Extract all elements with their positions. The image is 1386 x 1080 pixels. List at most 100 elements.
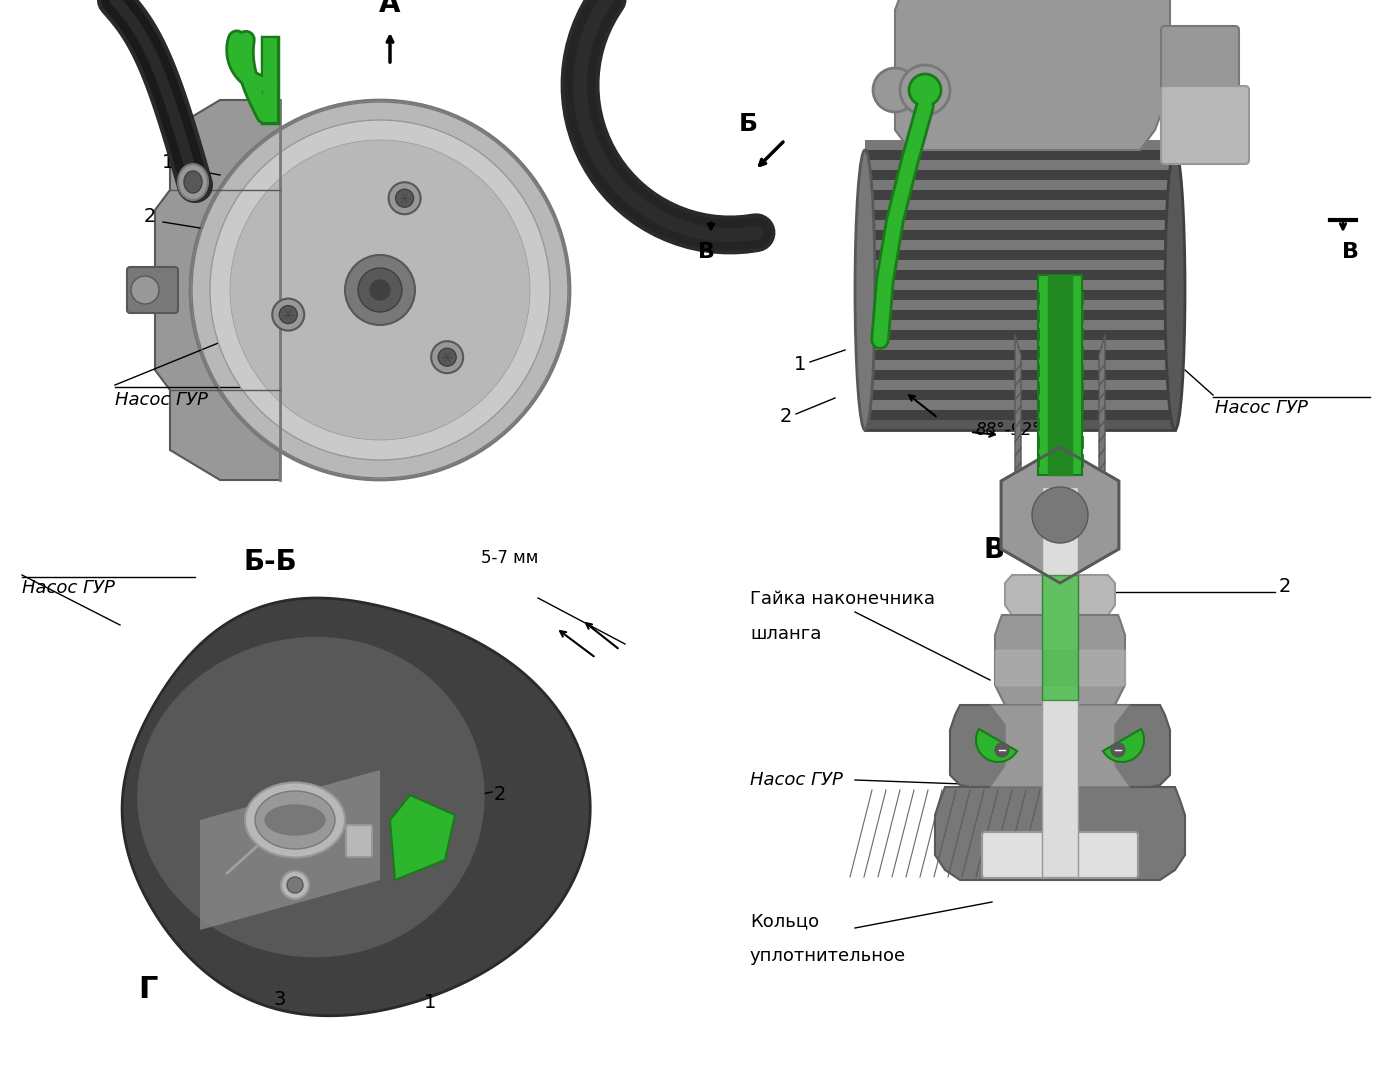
Polygon shape <box>122 598 590 1016</box>
Circle shape <box>438 348 456 366</box>
Polygon shape <box>137 637 484 957</box>
Bar <box>865 280 1175 291</box>
Bar <box>865 330 1175 340</box>
Text: 2: 2 <box>780 407 793 426</box>
Bar <box>865 249 1175 260</box>
Bar <box>1042 487 1078 877</box>
Text: 1: 1 <box>424 993 437 1012</box>
Bar <box>865 270 1175 280</box>
Polygon shape <box>389 795 455 880</box>
Wedge shape <box>976 729 1017 762</box>
Polygon shape <box>1001 447 1119 583</box>
Circle shape <box>909 75 941 106</box>
Ellipse shape <box>855 150 875 430</box>
Polygon shape <box>200 770 380 930</box>
Text: шланга: шланга <box>750 625 822 643</box>
Text: 88°-92°: 88°-92° <box>974 421 1041 438</box>
Bar <box>865 150 1175 160</box>
Text: Б-Б: Б-Б <box>243 548 297 576</box>
Circle shape <box>132 276 159 303</box>
Circle shape <box>1112 743 1125 757</box>
Polygon shape <box>949 705 1170 787</box>
Polygon shape <box>895 0 1170 150</box>
Bar <box>865 390 1175 400</box>
Circle shape <box>230 140 529 440</box>
Bar <box>865 240 1175 249</box>
Bar <box>865 400 1175 410</box>
Circle shape <box>1033 487 1088 543</box>
Circle shape <box>287 877 304 893</box>
Text: А: А <box>380 0 401 18</box>
Bar <box>1038 275 1082 475</box>
Circle shape <box>272 298 305 330</box>
Ellipse shape <box>265 805 324 835</box>
Polygon shape <box>936 787 1185 880</box>
Polygon shape <box>155 100 280 480</box>
FancyBboxPatch shape <box>1161 86 1249 164</box>
Circle shape <box>190 100 570 480</box>
Text: В: В <box>697 242 715 262</box>
FancyBboxPatch shape <box>128 267 177 313</box>
Ellipse shape <box>184 171 202 193</box>
Bar <box>865 180 1175 190</box>
Ellipse shape <box>245 783 345 858</box>
Bar <box>865 320 1175 330</box>
FancyBboxPatch shape <box>1161 26 1239 104</box>
Text: уплотнительное: уплотнительное <box>750 947 906 966</box>
Text: В-В: В-В <box>983 536 1037 564</box>
Text: 2: 2 <box>1279 577 1292 596</box>
Bar <box>865 380 1175 390</box>
Text: 2: 2 <box>493 785 506 804</box>
Circle shape <box>281 870 309 899</box>
Polygon shape <box>1005 575 1114 615</box>
Text: Насос ГУР: Насос ГУР <box>22 579 115 597</box>
Bar <box>865 370 1175 380</box>
Bar <box>865 360 1175 370</box>
Text: Насос ГУР: Насос ГУР <box>1216 399 1308 417</box>
Bar <box>865 260 1175 270</box>
Text: В: В <box>1342 242 1358 262</box>
Ellipse shape <box>255 791 335 849</box>
Text: 1: 1 <box>794 355 807 374</box>
Bar <box>865 170 1175 180</box>
Ellipse shape <box>177 164 208 200</box>
Bar <box>865 310 1175 320</box>
Bar <box>865 220 1175 230</box>
Text: 3: 3 <box>274 990 286 1009</box>
Circle shape <box>358 268 402 312</box>
Bar <box>865 300 1175 310</box>
Bar <box>1048 275 1071 475</box>
Polygon shape <box>200 770 380 930</box>
Text: Насос ГУР: Насос ГУР <box>750 771 843 789</box>
Text: Г: Г <box>139 975 158 1004</box>
Polygon shape <box>990 705 1130 787</box>
Text: 5-7 мм: 5-7 мм <box>481 549 538 567</box>
Circle shape <box>388 183 420 214</box>
Bar <box>865 410 1175 420</box>
Circle shape <box>395 189 413 207</box>
Bar <box>865 210 1175 220</box>
Polygon shape <box>1015 335 1021 475</box>
Polygon shape <box>995 615 1125 705</box>
Bar <box>865 291 1175 300</box>
Bar <box>865 200 1175 210</box>
Wedge shape <box>1103 729 1143 762</box>
FancyBboxPatch shape <box>983 832 1138 878</box>
Bar <box>865 160 1175 170</box>
Circle shape <box>900 65 949 114</box>
Bar <box>1042 575 1078 700</box>
Circle shape <box>995 743 1009 757</box>
Bar <box>865 190 1175 200</box>
Bar <box>865 140 1175 150</box>
Bar <box>865 350 1175 360</box>
Ellipse shape <box>1166 150 1185 430</box>
Text: Насос ГУР: Насос ГУР <box>115 391 208 409</box>
Text: 1: 1 <box>162 153 175 172</box>
Bar <box>865 230 1175 240</box>
Text: А: А <box>999 0 1020 18</box>
Circle shape <box>873 68 918 112</box>
Polygon shape <box>1099 335 1105 475</box>
Text: Б: Б <box>739 112 758 136</box>
Circle shape <box>211 120 550 460</box>
Text: Кольцо: Кольцо <box>750 912 819 930</box>
